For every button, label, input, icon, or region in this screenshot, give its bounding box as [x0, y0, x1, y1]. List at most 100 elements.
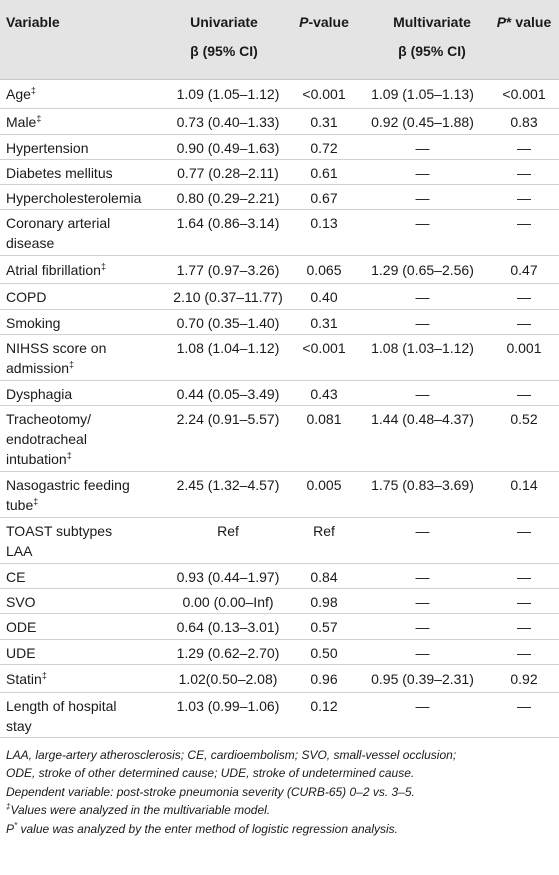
univariate-cell: 0.64 (0.13–3.01)	[164, 613, 292, 640]
footnote-mark: ‡	[30, 85, 36, 96]
footnote-mark: ‡	[69, 358, 75, 369]
footnote-abbrev-1: LAA, large-artery atherosclerosis; CE, c…	[6, 747, 457, 762]
variable-cell: Statin‡	[0, 664, 164, 693]
variable-label: UDE	[6, 644, 36, 661]
pstar-cell: —	[489, 613, 559, 640]
variable-label: disease	[6, 234, 55, 251]
table-row: Male‡ 0.73 (0.40–1.33) 0.31 0.92 (0.45–1.88…	[0, 108, 559, 135]
pvalue-cell: 0.96	[292, 664, 356, 693]
footnote-mark: ‡	[36, 112, 42, 123]
multivariate-cell: 1.08 (1.03–1.12)	[356, 334, 489, 381]
pstar-cell: —	[489, 184, 559, 210]
variable-label: Dysphagia	[6, 385, 73, 402]
variable-label: Hypertension	[6, 139, 89, 156]
variable-cell: Male‡	[0, 108, 164, 135]
multivariate-cell: —	[356, 563, 489, 589]
pvalue-cell: 0.081	[292, 405, 356, 472]
pvalue-cell: 0.065	[292, 255, 356, 284]
pstar-cell: 0.14	[489, 471, 559, 518]
pstar-cell: <0.001	[489, 80, 559, 109]
univariate-cell: 1.77 (0.97–3.26)	[164, 255, 292, 284]
table-row: TOAST subtypes LAA Ref Ref — —	[0, 517, 559, 564]
pstar-cell: 0.92	[489, 664, 559, 693]
variable-label: Diabetes mellitus	[6, 164, 113, 181]
table-row: Dysphagia 0.44 (0.05–3.49) 0.43— —	[0, 380, 559, 406]
footnote-dagger: ‡Values were analyzed in the multivariab…	[6, 802, 271, 818]
pstar-cell: 0.47	[489, 255, 559, 284]
variable-label: Coronary arterial	[6, 214, 111, 231]
variable-cell: Hypercholesterolemia	[0, 184, 164, 210]
variable-label: admission‡	[6, 358, 75, 376]
pvalue-cell: 0.98	[292, 588, 356, 614]
univariate-cell: 0.77 (0.28–2.11)	[164, 159, 292, 185]
variable-label: endotracheal	[6, 430, 87, 447]
table-footnotes: LAA, large-artery atherosclerosis; CE, c…	[0, 738, 559, 839]
variable-label: Length of hospital	[6, 697, 117, 714]
table-row: Atrial fibrillation‡ 1.77 (0.97–3.26) 0.06…	[0, 255, 559, 284]
pstar-cell: 0.001	[489, 334, 559, 381]
header-multivariate-ci: β (95% CI)	[398, 43, 466, 59]
pvalue-cell: 0.50	[292, 639, 356, 665]
header-multivariate: Multivariate	[393, 14, 471, 30]
table-row: Hypertension 0.90 (0.49–1.63) 0.72— —	[0, 134, 559, 160]
multivariate-cell: 1.09 (1.05–1.13)	[356, 80, 489, 109]
pvalue-cell: 0.31	[292, 309, 356, 335]
variable-cell: Nasogastric feeding tube‡	[0, 471, 164, 518]
variable-label: CE	[6, 568, 26, 585]
variable-label: Age‡	[6, 85, 36, 102]
multivariate-cell: —	[356, 380, 489, 406]
variable-label: intubation‡	[6, 449, 72, 467]
variable-label: NIHSS score on	[6, 339, 107, 356]
footnote-mark: ‡	[33, 495, 39, 506]
pvalue-cell: 0.31	[292, 108, 356, 135]
univariate-cell: 1.09 (1.05–1.12)	[164, 80, 292, 109]
multivariate-cell: —	[356, 309, 489, 335]
table-row: CE 0.93 (0.44–1.97) 0.84— —	[0, 563, 559, 589]
pvalue-cell: 0.40	[292, 283, 356, 310]
variable-label: Statin‡	[6, 669, 47, 687]
multivariate-cell: —	[356, 184, 489, 210]
table-row: Nasogastric feeding tube‡ 2.45 (1.32–4.57)…	[0, 471, 559, 518]
variable-cell: Age‡	[0, 80, 164, 109]
header-univariate: Univariate	[190, 14, 258, 30]
variable-label: Hypercholesterolemia	[6, 189, 142, 206]
variable-cell: Diabetes mellitus	[0, 159, 164, 185]
univariate-cell: Ref	[164, 517, 292, 564]
variable-cell: Atrial fibrillation‡	[0, 255, 164, 284]
univariate-cell: 1.29 (0.62–2.70)	[164, 639, 292, 665]
multivariate-cell: —	[356, 134, 489, 160]
univariate-cell: 0.44 (0.05–3.49)	[164, 380, 292, 406]
table-body: Age‡ 1.09 (1.05–1.12) <0.001 1.09 (1.05–1.1…	[0, 80, 559, 738]
univariate-cell: 0.93 (0.44–1.97)	[164, 563, 292, 589]
multivariate-cell: —	[356, 517, 489, 564]
pvalue-cell: 0.13	[292, 209, 356, 256]
footnote-mark: ‡	[66, 449, 72, 460]
table-row: Diabetes mellitus 0.77 (0.28–2.11) 0.61— —	[0, 159, 559, 185]
multivariate-cell: 1.44 (0.48–4.37)	[356, 405, 489, 472]
pstar-cell: —	[489, 588, 559, 614]
pvalue-cell: 0.57	[292, 613, 356, 640]
table-row: SVO 0.00 (0.00–Inf) 0.98— —	[0, 588, 559, 614]
univariate-cell: 0.73 (0.40–1.33)	[164, 108, 292, 135]
pstar-cell: —	[489, 639, 559, 665]
univariate-cell: 1.64 (0.86–3.14)	[164, 209, 292, 256]
table-row: Age‡ 1.09 (1.05–1.12) <0.001 1.09 (1.05–1.1…	[0, 80, 559, 109]
variable-cell: Hypertension	[0, 134, 164, 160]
variable-cell: Dysphagia	[0, 380, 164, 406]
multivariate-cell: —	[356, 613, 489, 640]
pstar-cell: —	[489, 692, 559, 738]
variable-cell: Tracheotomy/endotracheal intubation‡	[0, 405, 164, 472]
multivariate-cell: —	[356, 209, 489, 256]
footnote-mark: ‡	[100, 260, 106, 271]
variable-label: COPD	[6, 288, 47, 305]
pstar-cell: —	[489, 380, 559, 406]
table-row: Hypercholesterolemia 0.80 (0.29–2.21) 0.67…	[0, 184, 559, 210]
footnote-pvalue: P* value was analyzed by the enter metho…	[6, 820, 399, 836]
pvalue-cell: 0.72	[292, 134, 356, 160]
pvalue-cell: 0.67	[292, 184, 356, 210]
variable-label: TOAST subtypes	[6, 522, 113, 539]
variable-cell: Smoking	[0, 309, 164, 335]
pstar-cell: 0.83	[489, 108, 559, 135]
table-row: Tracheotomy/endotracheal intubation‡ 2.24 …	[0, 405, 559, 472]
pvalue-cell: <0.001	[292, 80, 356, 109]
